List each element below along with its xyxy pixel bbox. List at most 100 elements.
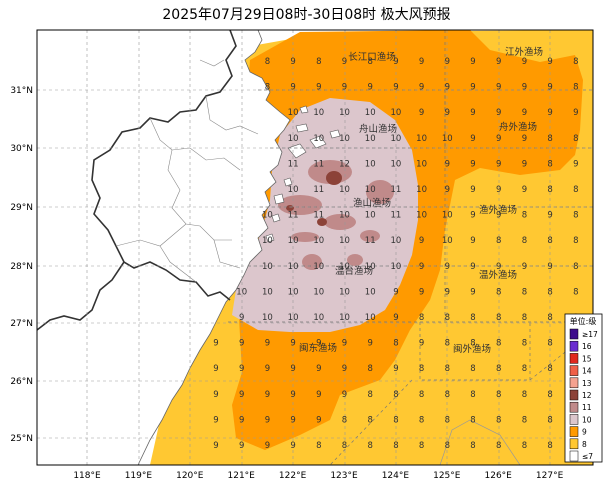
grid-value: 9 bbox=[496, 83, 501, 93]
grid-value: 9 bbox=[419, 262, 424, 272]
grid-value: 8 bbox=[470, 339, 475, 349]
legend-label: 16 bbox=[582, 342, 592, 351]
grid-value: 8 bbox=[547, 134, 552, 144]
grid-value: 9 bbox=[445, 185, 450, 195]
region-label: 闽东渔场 bbox=[299, 342, 337, 354]
legend-swatch bbox=[569, 365, 579, 376]
level-12-area bbox=[286, 171, 342, 226]
legend-label: 11 bbox=[582, 403, 592, 412]
grid-value: 9 bbox=[265, 415, 270, 425]
legend-label: ≤7 bbox=[582, 452, 593, 461]
lon-label: 126°E bbox=[485, 471, 513, 481]
province-boundary-2 bbox=[37, 261, 125, 331]
grid-value: 9 bbox=[496, 134, 501, 144]
grid-value: 10 bbox=[288, 236, 299, 246]
grid-value: 10 bbox=[288, 313, 299, 323]
grid-value: 9 bbox=[316, 390, 321, 400]
grid-value: 10 bbox=[313, 262, 324, 272]
grid-value: 9 bbox=[393, 83, 398, 93]
grid-value: 9 bbox=[342, 339, 347, 349]
grid-value: 10 bbox=[288, 134, 299, 144]
grid-value: 8 bbox=[573, 134, 578, 144]
grid-value: 8 bbox=[522, 415, 527, 425]
grid-value: 9 bbox=[522, 185, 527, 195]
grid-value: 9 bbox=[445, 57, 450, 67]
grid-value: 10 bbox=[365, 313, 376, 323]
grid-value: 10 bbox=[288, 262, 299, 272]
grid-value: 9 bbox=[496, 262, 501, 272]
grid-value: 9 bbox=[367, 83, 372, 93]
grid-value: 10 bbox=[416, 211, 427, 221]
grid-value: 9 bbox=[316, 415, 321, 425]
grid-value: 8 bbox=[547, 236, 552, 246]
grid-value: 9 bbox=[470, 287, 475, 297]
grid-value: 8 bbox=[522, 211, 527, 221]
lon-label: 127°E bbox=[536, 471, 564, 481]
grid-value: 10 bbox=[416, 185, 427, 195]
grid-value: 11 bbox=[390, 185, 401, 195]
grid-value: 9 bbox=[547, 83, 552, 93]
grid-value: 10 bbox=[313, 134, 324, 144]
grid-value: 8 bbox=[342, 415, 347, 425]
grid-value: 8 bbox=[445, 415, 450, 425]
legend-label: ≥17 bbox=[582, 330, 598, 339]
grid-value: 10 bbox=[288, 185, 299, 195]
grid-value: 9 bbox=[496, 108, 501, 118]
grid-value: 9 bbox=[265, 390, 270, 400]
legend-swatch bbox=[569, 438, 579, 450]
grid-value: 8 bbox=[393, 441, 398, 451]
legend-swatch bbox=[569, 340, 579, 352]
legend-label: 15 bbox=[582, 354, 592, 363]
grid-value: 9 bbox=[239, 364, 244, 374]
grid-value: 9 bbox=[419, 57, 424, 67]
grid-value: 8 bbox=[367, 441, 372, 451]
grid-value: 9 bbox=[419, 108, 424, 118]
region-label: 温外渔场 bbox=[479, 269, 517, 281]
grid-value: 9 bbox=[342, 390, 347, 400]
legend-swatch bbox=[569, 426, 579, 437]
grid-value: 8 bbox=[522, 236, 527, 246]
grid-value: 9 bbox=[522, 57, 527, 67]
grid-value: 9 bbox=[573, 108, 578, 118]
grid-value: 8 bbox=[367, 390, 372, 400]
grid-value: 9 bbox=[419, 339, 424, 349]
grid-value: 8 bbox=[445, 364, 450, 374]
grid-value: 10 bbox=[236, 287, 247, 297]
grid-value: 8 bbox=[496, 390, 501, 400]
grid-value: 11 bbox=[288, 159, 299, 169]
grid-value: 10 bbox=[390, 236, 401, 246]
grid-value: 10 bbox=[339, 134, 350, 144]
legend-swatch bbox=[569, 450, 579, 462]
grid-value: 9 bbox=[290, 390, 295, 400]
grid-value: 10 bbox=[288, 287, 299, 297]
grid-value: 8 bbox=[522, 441, 527, 451]
grid-value: 11 bbox=[313, 185, 324, 195]
grid-value: 10 bbox=[365, 287, 376, 297]
legend: 单位:级 ≥17 16 15 14 13 12 11 10 9 8 ≤7 bbox=[564, 313, 603, 463]
grid-value: 10 bbox=[416, 159, 427, 169]
lat-label: 30°N bbox=[10, 144, 33, 154]
grid-value: 10 bbox=[339, 262, 350, 272]
lon-label: 123°E bbox=[330, 471, 358, 481]
grid-value: 8 bbox=[496, 236, 501, 246]
grid-value: 9 bbox=[496, 211, 501, 221]
grid-value: 10 bbox=[313, 313, 324, 323]
grid-value: 9 bbox=[470, 57, 475, 67]
lat-label: 31°N bbox=[10, 86, 33, 96]
grid-value: 10 bbox=[262, 313, 273, 323]
grid-value: 10 bbox=[262, 287, 273, 297]
grid-value: 8 bbox=[547, 415, 552, 425]
grid-value: 9 bbox=[265, 364, 270, 374]
legend-title: 单位:级 bbox=[570, 316, 597, 326]
grid-value: 8 bbox=[445, 339, 450, 349]
region-label: 温台渔场 bbox=[335, 265, 373, 277]
grid-value: 9 bbox=[470, 236, 475, 246]
grid-value: 10 bbox=[365, 211, 376, 221]
grid-value: 10 bbox=[262, 211, 273, 221]
grid-value: 9 bbox=[496, 185, 501, 195]
grid-value: 8 bbox=[342, 441, 347, 451]
grid-value: 8 bbox=[419, 390, 424, 400]
grid-value: 8 bbox=[265, 57, 270, 67]
grid-value: 10 bbox=[339, 287, 350, 297]
